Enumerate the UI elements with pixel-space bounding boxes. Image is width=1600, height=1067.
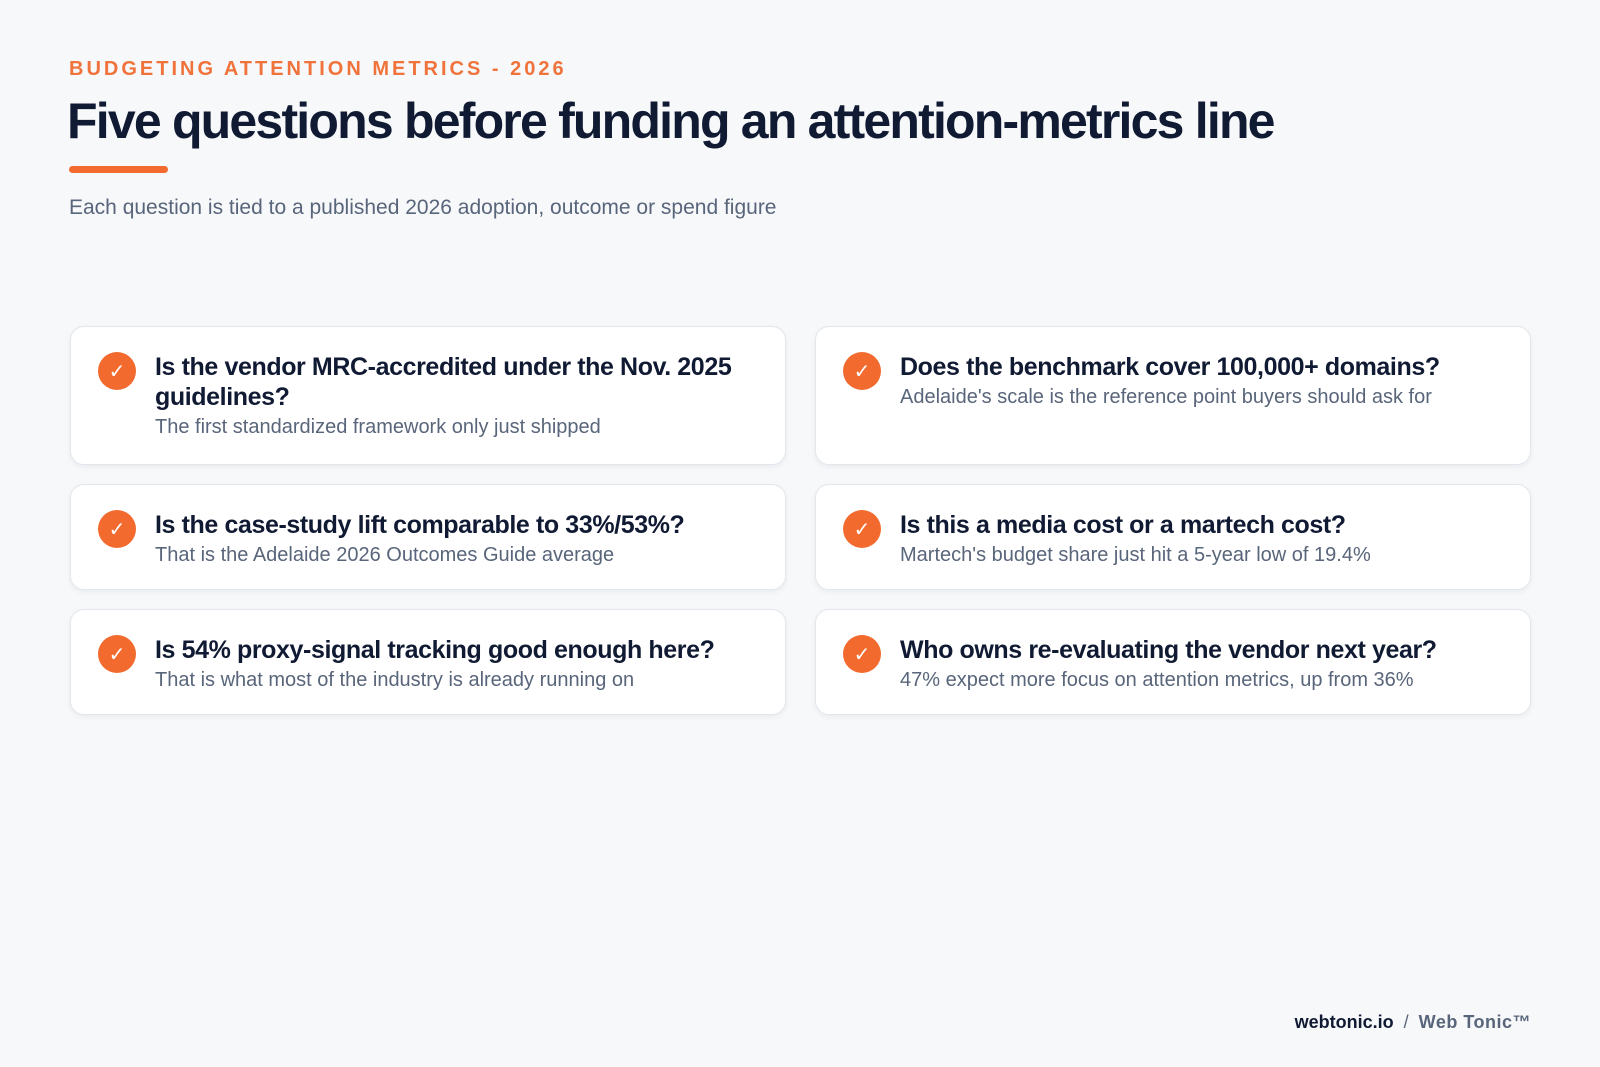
checklist-note: Adelaide's scale is the reference point … bbox=[900, 386, 1432, 408]
footer-brand: Web Tonic™ bbox=[1418, 1012, 1531, 1032]
footer-credit: webtonic.io / Web Tonic™ bbox=[1295, 1012, 1531, 1033]
page-title: Five questions before funding an attenti… bbox=[67, 93, 1276, 149]
checkmark-icon: ✓ bbox=[843, 352, 881, 390]
checklist-question: Is the vendor MRC-accredited under the N… bbox=[155, 353, 732, 411]
checklist-note: That is what most of the industry is alr… bbox=[155, 669, 635, 691]
checklist-card: ✓ Is 54% proxy-signal tracking good enou… bbox=[70, 609, 786, 715]
checkmark-icon: ✓ bbox=[98, 352, 136, 390]
checklist-question: Who owns re-evaluating the vendor next y… bbox=[900, 636, 1437, 664]
footer-separator: / bbox=[1403, 1012, 1409, 1032]
checklist-note: That is the Adelaide 2026 Outcomes Guide… bbox=[155, 544, 615, 566]
page-subtitle: Each question is tied to a published 202… bbox=[69, 196, 777, 219]
checkmark-icon: ✓ bbox=[843, 635, 881, 673]
checkmark-icon: ✓ bbox=[98, 510, 136, 548]
footer-site: webtonic.io bbox=[1294, 1012, 1394, 1032]
eyebrow-label: BUDGETING ATTENTION METRICS - 2026 bbox=[69, 58, 567, 80]
checklist-note: The first standardized framework only ju… bbox=[155, 416, 601, 438]
checklist-card: ✓ Is this a media cost or a martech cost… bbox=[815, 484, 1531, 590]
checkmark-icon: ✓ bbox=[843, 510, 881, 548]
checklist-card: ✓ Who owns re-evaluating the vendor next… bbox=[815, 609, 1531, 715]
checklist-question: Is this a media cost or a martech cost? bbox=[900, 511, 1346, 539]
checklist-card: ✓ Does the benchmark cover 100,000+ doma… bbox=[815, 326, 1531, 465]
checklist-question: Is 54% proxy-signal tracking good enough… bbox=[155, 636, 715, 664]
checklist-question: Does the benchmark cover 100,000+ domain… bbox=[900, 353, 1440, 381]
checklist-card: ✓ Is the vendor MRC-accredited under the… bbox=[70, 326, 786, 465]
checklist-question: Is the case-study lift comparable to 33%… bbox=[155, 511, 685, 539]
checkmark-icon: ✓ bbox=[98, 635, 136, 673]
checklist-grid: ✓ Is the vendor MRC-accredited under the… bbox=[70, 326, 1531, 715]
checklist-note: Martech's budget share just hit a 5-year… bbox=[900, 544, 1371, 566]
title-underline bbox=[69, 166, 168, 173]
checklist-note: 47% expect more focus on attention metri… bbox=[900, 669, 1414, 691]
checklist-card: ✓ Is the case-study lift comparable to 3… bbox=[70, 484, 786, 590]
